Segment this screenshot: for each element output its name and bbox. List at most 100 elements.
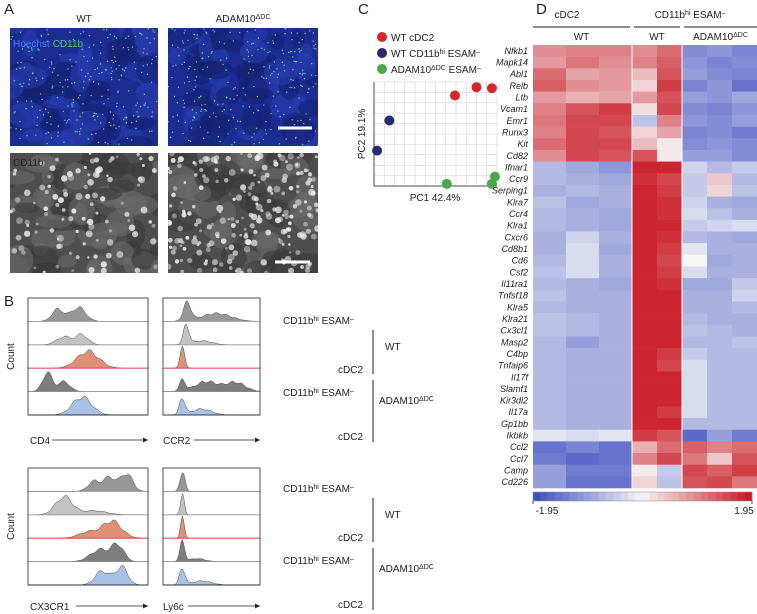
gene-label: Masp2 — [501, 337, 528, 347]
heatmap-cell — [732, 219, 757, 232]
heatmap-cell — [707, 56, 733, 69]
heatmap-cell — [732, 453, 757, 465]
cell — [87, 173, 91, 177]
speck — [100, 41, 102, 44]
speck — [265, 133, 268, 135]
heatmap-cell — [533, 149, 567, 162]
cell — [239, 270, 244, 273]
cell — [83, 184, 88, 190]
population-label: CD11bhi ESAM– — [283, 556, 354, 568]
speck — [150, 81, 153, 84]
speck — [67, 105, 69, 107]
speck — [80, 33, 82, 35]
heatmap-cell — [707, 243, 733, 256]
heatmap-cell — [599, 219, 633, 232]
speck — [65, 122, 68, 124]
gene-label: Tnfaip6 — [498, 361, 528, 371]
texture — [121, 28, 135, 56]
x-axis-label: PC1 42.4% — [410, 193, 461, 204]
speck — [39, 93, 42, 95]
speck — [46, 142, 48, 145]
speck — [36, 124, 38, 127]
legend-marker — [377, 32, 387, 42]
speck — [30, 100, 33, 102]
heatmap-cell — [732, 429, 757, 442]
speck — [254, 29, 256, 31]
legend-label: ADAM10ΔDC ESAM– — [391, 65, 481, 77]
speck — [282, 52, 284, 55]
text-part: ESAM — [445, 49, 476, 60]
speck — [251, 54, 253, 57]
arrow-head — [255, 437, 260, 443]
heatmap-cell — [566, 79, 600, 92]
cell — [137, 176, 143, 182]
speck — [127, 49, 130, 51]
texture — [10, 170, 35, 185]
speck — [152, 29, 154, 31]
group-label: CD11bhi ESAM– — [655, 10, 726, 22]
gene-label: Vcam1 — [500, 104, 528, 114]
speck — [290, 78, 292, 81]
cell — [292, 204, 298, 209]
cell — [88, 153, 92, 155]
heatmap-cell — [632, 289, 658, 302]
gene-label: Cd8b1 — [501, 244, 528, 254]
heatmap-cell — [566, 371, 600, 384]
speck — [46, 40, 48, 42]
heatmap-cell — [599, 371, 633, 384]
speck — [315, 83, 317, 85]
speck — [243, 58, 245, 60]
speck — [19, 31, 22, 33]
speck — [87, 138, 89, 140]
cell — [187, 211, 192, 216]
heatmap-cell — [732, 196, 757, 209]
speck — [10, 127, 12, 129]
heatmap-cell — [657, 371, 683, 384]
speck — [78, 130, 81, 133]
colorbar-segment — [562, 492, 570, 501]
histogram — [28, 333, 148, 346]
heatmap-cell — [707, 464, 733, 477]
speck — [110, 78, 113, 81]
cell — [108, 229, 113, 233]
speck — [155, 55, 157, 58]
speck — [15, 128, 17, 130]
texture — [281, 115, 316, 146]
heatmap-cell — [682, 278, 708, 291]
speck — [81, 123, 84, 125]
heatmap-cell — [599, 336, 633, 349]
heatmap-cell — [632, 453, 658, 465]
speck — [126, 137, 129, 140]
speck — [105, 29, 108, 31]
heatmap-cell — [682, 301, 708, 314]
speck — [218, 126, 221, 128]
cell — [277, 153, 282, 158]
heatmap-cell — [732, 336, 757, 349]
heatmap-cell — [533, 208, 567, 221]
heatmap-cell — [533, 161, 567, 174]
cell — [10, 209, 13, 214]
texture — [183, 105, 206, 119]
cell — [281, 242, 285, 246]
heatmap-cell — [599, 208, 633, 221]
speck — [239, 120, 241, 123]
speck — [115, 68, 117, 70]
speck — [30, 47, 33, 49]
speck — [102, 128, 105, 130]
speck — [139, 105, 142, 108]
speck — [193, 33, 196, 36]
speck — [146, 37, 148, 39]
cell — [285, 160, 288, 164]
gene-label: Ltb — [515, 92, 528, 102]
colorbar-segment — [540, 492, 548, 501]
cell — [232, 197, 236, 201]
heatmap-cell — [566, 161, 600, 174]
colorbar-segment — [620, 492, 629, 501]
speck — [230, 108, 232, 111]
speck — [297, 120, 299, 122]
histogram — [163, 514, 260, 539]
speck — [150, 62, 153, 65]
cell — [23, 189, 31, 197]
cell — [303, 200, 308, 204]
texture — [215, 87, 240, 105]
